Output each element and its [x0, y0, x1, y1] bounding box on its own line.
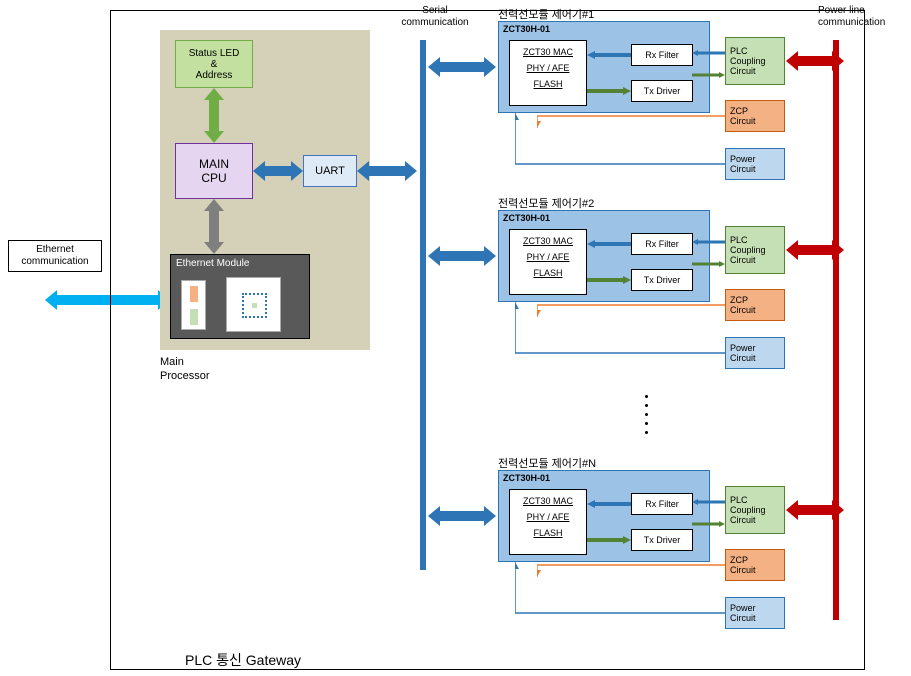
controllerN-zct-mac: ZCT30 MAC	[510, 496, 586, 506]
controller2-tx-driver: Tx Driver	[631, 269, 693, 291]
controller2-power-line	[515, 302, 725, 357]
controller1-plc-label: PLC Coupling Circuit	[730, 46, 766, 76]
cpu-uart-arrow	[253, 161, 303, 181]
controller1-zct-title: ZCT30H-01	[499, 22, 709, 36]
controller2-tx-label: Tx Driver	[644, 275, 681, 285]
controller2-zct-mac: ZCT30 MAC	[510, 236, 586, 246]
controller1-power-line	[515, 113, 725, 168]
controller2-zct-title: ZCT30H-01	[499, 211, 709, 225]
controller2-tx-arrow	[587, 276, 631, 284]
main-cpu-label: MAIN CPU	[199, 157, 229, 185]
cpu-ethernet-arrow	[204, 199, 224, 254]
controllerN-zct-title: ZCT30H-01	[499, 471, 709, 485]
controller1-tx-to-plc	[692, 72, 725, 78]
controllerN-phy-afe: PHY / AFE	[510, 512, 586, 522]
controller2-plc-powerline-arrow	[786, 240, 844, 260]
status-cpu-arrow	[204, 88, 224, 143]
power-line-comm-label: Power line communication	[818, 5, 885, 29]
controllerN-plc-powerline-arrow	[786, 500, 844, 520]
controller2-title: 전력선모듈 제어기#2	[498, 195, 594, 211]
controllerN-zcp: ZCP Circuit	[725, 549, 785, 581]
serial-controller2-arrow	[428, 246, 496, 266]
controllerN-tx-to-plc	[692, 521, 725, 527]
controller2-plc-coupling: PLC Coupling Circuit	[725, 226, 785, 274]
controller1-zcp-label: ZCP Circuit	[730, 106, 756, 126]
gateway-title: PLC 통신 Gateway	[185, 650, 301, 670]
controller1-zcp: ZCP Circuit	[725, 100, 785, 132]
controller1-rx-arrow	[587, 51, 631, 59]
ethernet-module-box: Ethernet Module	[170, 254, 310, 339]
controllerN-plc-coupling: PLC Coupling Circuit	[725, 486, 785, 534]
controller2-flash: FLASH	[510, 268, 586, 278]
controller2-plc-label: PLC Coupling Circuit	[730, 235, 766, 265]
controllerN-box: ZCT30H-01 ZCT30 MAC PHY / AFE FLASH Rx F…	[498, 470, 710, 562]
controller1-plc-coupling: PLC Coupling Circuit	[725, 37, 785, 85]
controllerN-tx-label: Tx Driver	[644, 535, 681, 545]
main-processor-label: Main Processor	[160, 355, 210, 384]
controller2-power-label: Power Circuit	[730, 343, 756, 363]
controller2-zcp: ZCP Circuit	[725, 289, 785, 321]
serial-controllerN-arrow	[428, 506, 496, 526]
controller1-tx-label: Tx Driver	[644, 86, 681, 96]
serial-bar	[420, 40, 426, 570]
controllerN-title: 전력선모듈 제어기#N	[498, 455, 596, 471]
controller1-plc-powerline-arrow	[786, 51, 844, 71]
controller1-box: ZCT30H-01 ZCT30 MAC PHY / AFE FLASH Rx F…	[498, 21, 710, 113]
controller2-phy-afe: PHY / AFE	[510, 252, 586, 262]
controllerN-plc-label: PLC Coupling Circuit	[730, 495, 766, 525]
main-cpu-box: MAIN CPU	[175, 143, 253, 199]
uart-box: UART	[303, 155, 357, 187]
controllerN-power: Power Circuit	[725, 597, 785, 629]
ethernet-icon-connector	[181, 280, 206, 330]
ethernet-comm-box: Ethernet communication	[8, 240, 102, 272]
controllerN-tx-arrow	[587, 536, 631, 544]
status-led-label: Status LED & Address	[189, 48, 240, 81]
status-led-box: Status LED & Address	[175, 40, 253, 88]
ethernet-comm-label: Ethernet communication	[21, 244, 88, 268]
controllerN-left-inner: ZCT30 MAC PHY / AFE FLASH	[509, 489, 587, 555]
controller1-flash: FLASH	[510, 79, 586, 89]
controllerN-rx-arrow	[587, 500, 631, 508]
serial-controller1-arrow	[428, 57, 496, 77]
controller1-rx-to-plc	[692, 50, 725, 56]
uart-serial-arrow	[357, 161, 417, 181]
controller1-zct-mac: ZCT30 MAC	[510, 47, 586, 57]
controller1-power-label: Power Circuit	[730, 154, 756, 174]
controllerN-zcp-label: ZCP Circuit	[730, 555, 756, 575]
controller1-power: Power Circuit	[725, 148, 785, 180]
controllerN-power-label: Power Circuit	[730, 603, 756, 623]
controllerN-tx-driver: Tx Driver	[631, 529, 693, 551]
serial-comm-label: Serial communication	[390, 5, 480, 29]
controller1-title: 전력선모듈 제어기#1	[498, 6, 594, 22]
power-line-bar	[833, 40, 839, 620]
ethernet-module-label: Ethernet Module	[171, 255, 309, 272]
controller2-rx-arrow	[587, 240, 631, 248]
controller2-zcp-label: ZCP Circuit	[730, 295, 756, 315]
controllerN-rx-to-plc	[692, 499, 725, 505]
controllerN-rx-filter: Rx Filter	[631, 493, 693, 515]
controller1-rx-label: Rx Filter	[645, 50, 679, 60]
controller2-rx-label: Rx Filter	[645, 239, 679, 249]
controllerN-power-line	[515, 562, 725, 617]
controller2-box: ZCT30H-01 ZCT30 MAC PHY / AFE FLASH Rx F…	[498, 210, 710, 302]
controller2-power: Power Circuit	[725, 337, 785, 369]
uart-label: UART	[315, 165, 345, 177]
controller1-phy-afe: PHY / AFE	[510, 63, 586, 73]
ethernet-icon-chip	[226, 277, 281, 332]
controller1-rx-filter: Rx Filter	[631, 44, 693, 66]
ellipsis-dots	[645, 395, 649, 435]
controllerN-rx-label: Rx Filter	[645, 499, 679, 509]
controller1-tx-arrow	[587, 87, 631, 95]
controllerN-flash: FLASH	[510, 528, 586, 538]
controller2-rx-filter: Rx Filter	[631, 233, 693, 255]
controller2-tx-to-plc	[692, 261, 725, 267]
controller1-left-inner: ZCT30 MAC PHY / AFE FLASH	[509, 40, 587, 106]
controller2-left-inner: ZCT30 MAC PHY / AFE FLASH	[509, 229, 587, 295]
controller1-tx-driver: Tx Driver	[631, 80, 693, 102]
controller2-rx-to-plc	[692, 239, 725, 245]
